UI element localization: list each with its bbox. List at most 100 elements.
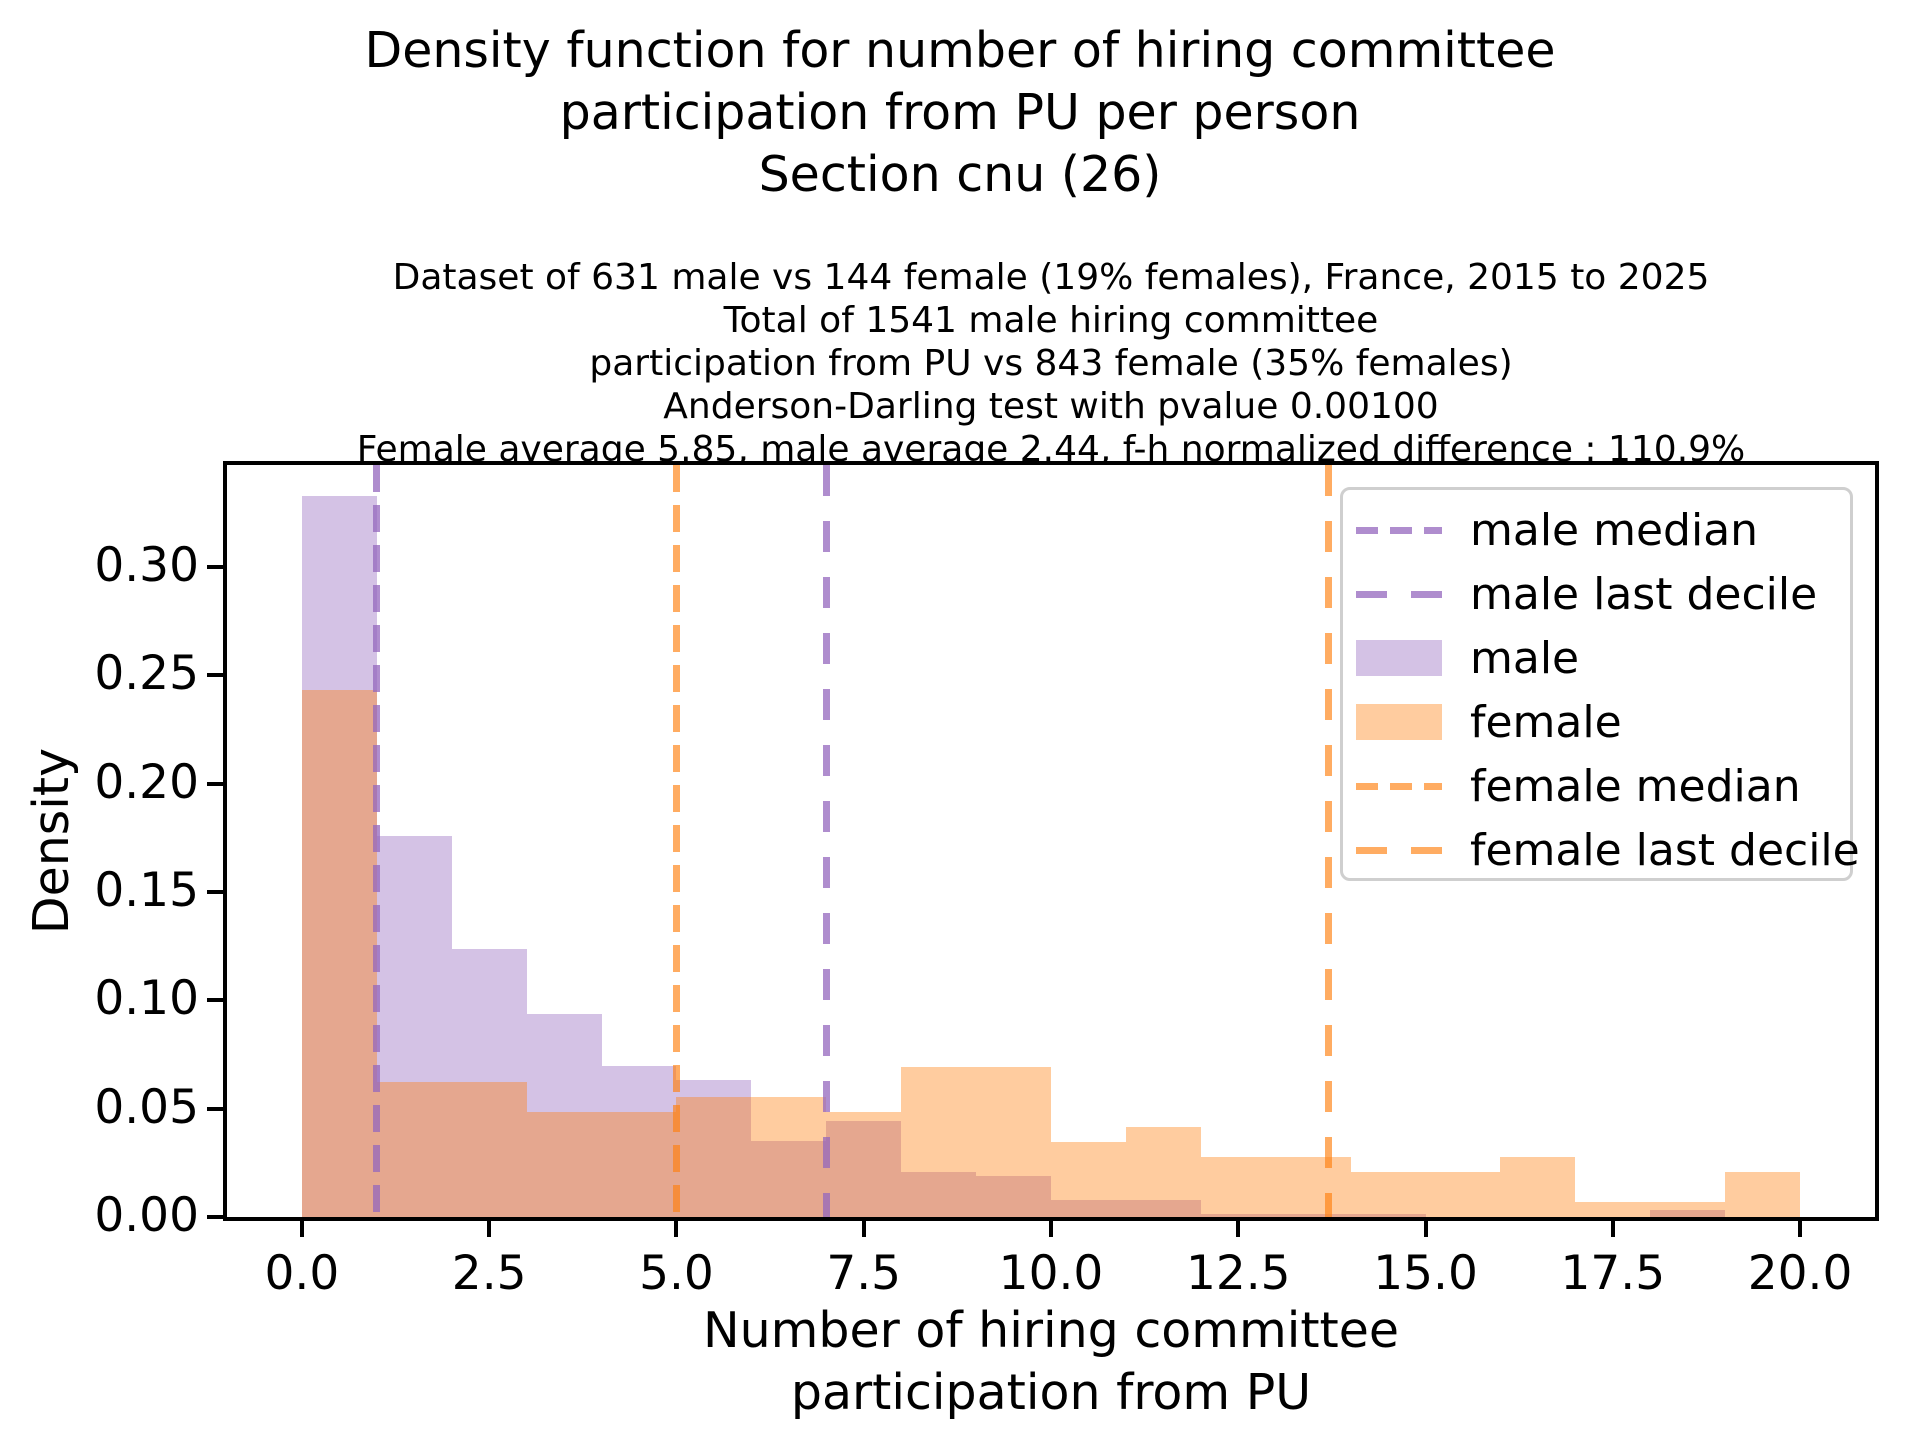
- female-histogram-layer: [227, 465, 1875, 1217]
- legend-swatch-dash-decile: [1356, 590, 1442, 598]
- female-bar-bin-5: [676, 1096, 752, 1217]
- y-tick-label-0.00: 0.00: [94, 1188, 199, 1243]
- x-tick-label-15.0: 15.0: [1373, 1246, 1478, 1301]
- y-tick-0.15: [207, 889, 223, 894]
- female-bar-bin-7: [826, 1111, 902, 1217]
- legend-label: female: [1470, 696, 1622, 748]
- y-tick-label-0.30: 0.30: [94, 537, 199, 593]
- x-tick-label-5.0: 5.0: [639, 1246, 714, 1301]
- female-bar-bin-11: [1125, 1126, 1201, 1217]
- male-bar-bin-7: [826, 1120, 902, 1217]
- legend-item-female-median: female median: [1343, 754, 1850, 818]
- x-tick-2.5: [487, 1221, 492, 1237]
- legend-label: female last decile: [1470, 824, 1860, 876]
- female-bar-bin-6: [751, 1096, 827, 1217]
- female-last-decile-line: [1324, 465, 1332, 1217]
- x-tick-label-12.5: 12.5: [1185, 1246, 1291, 1301]
- x-tick-5.0: [674, 1221, 679, 1237]
- legend-swatch-patch: [1356, 640, 1442, 676]
- y-tick-0.10: [207, 998, 223, 1003]
- y-tick-label-0.15: 0.15: [94, 862, 199, 918]
- y-axis-label: Density: [23, 747, 80, 935]
- x-tick-20.0: [1798, 1221, 1803, 1237]
- x-tick-label-10.0: 10.0: [998, 1246, 1104, 1301]
- stat-lines-layer: [227, 465, 1875, 1217]
- male-bar-bin-14: [1350, 1213, 1426, 1217]
- legend-label: male median: [1470, 504, 1759, 556]
- female-bar-bin-4: [601, 1111, 677, 1217]
- subtitle-line-1: Dataset of 631 male vs 144 female (19% f…: [392, 257, 1710, 298]
- female-bar-bin-1: [376, 1081, 452, 1217]
- legend-label: female median: [1470, 760, 1801, 812]
- legend-swatch-dash-median: [1356, 782, 1442, 790]
- male-bar-bin-3: [526, 1014, 602, 1217]
- male-bar-bin-5: [676, 1079, 752, 1217]
- legend-swatch-dash-median: [1356, 526, 1442, 534]
- x-tick-10.0: [1049, 1221, 1053, 1237]
- male-bar-bin-12: [1200, 1213, 1276, 1217]
- y-tick-0.25: [207, 673, 223, 678]
- female-bar-bin-10: [1051, 1141, 1126, 1217]
- y-tick-0.30: [207, 564, 223, 569]
- plot-inner: [227, 465, 1875, 1217]
- subtitle-line-4: Anderson-Darling test with pvalue 0.0010…: [663, 386, 1439, 427]
- y-tick-0.20: [207, 781, 223, 786]
- female-bar-bin-15: [1425, 1171, 1501, 1217]
- female-bar-bin-18: [1650, 1202, 1726, 1217]
- male-bar-bin-10: [1051, 1199, 1126, 1217]
- x-tick-15.0: [1423, 1221, 1428, 1237]
- x-tick-label-17.5: 17.5: [1560, 1246, 1666, 1301]
- title-line-1: Density function for number of hiring co…: [364, 22, 1556, 79]
- male-bar-bin-8: [901, 1172, 977, 1217]
- female-bar-bin-2: [451, 1081, 527, 1217]
- male-bar-bin-18: [1650, 1210, 1726, 1217]
- male-bar-bin-0: [301, 495, 377, 1217]
- y-tick-label-0.20: 0.20: [94, 754, 199, 810]
- male-bar-bin-9: [976, 1175, 1051, 1217]
- title-line-3: Section cnu (26): [758, 146, 1162, 203]
- y-tick-label-0.05: 0.05: [94, 1079, 199, 1135]
- male-bar-bin-2: [451, 949, 527, 1217]
- legend-item-male-median: male median: [1343, 498, 1850, 562]
- x-tick-label-0.0: 0.0: [264, 1246, 340, 1301]
- legend-item-male: male: [1343, 626, 1850, 690]
- female-bar-bin-19: [1725, 1171, 1801, 1217]
- x-tick-label-2.5: 2.5: [451, 1246, 527, 1301]
- figure-subtitle: Dataset of 631 male vs 144 female (19% f…: [227, 256, 1875, 471]
- legend-item-female: female: [1343, 690, 1850, 754]
- subtitle-line-3: participation from PU vs 843 female (35%…: [589, 343, 1513, 384]
- y-tick-0.00: [207, 1215, 223, 1219]
- female-bar-bin-16: [1500, 1156, 1576, 1217]
- x-tick-0.0: [299, 1221, 304, 1237]
- male-bar-bin-4: [601, 1065, 677, 1217]
- figure-title: Density function for number of hiring co…: [0, 20, 1920, 206]
- female-median-line: [672, 465, 680, 1217]
- legend-swatch-patch: [1356, 704, 1442, 740]
- legend: male median male last decile male female fem…: [1340, 487, 1860, 882]
- legend-label: male: [1470, 632, 1580, 684]
- title-line-2: participation from PU per person: [559, 84, 1361, 141]
- male-median-line: [373, 465, 381, 1217]
- male-bar-bin-11: [1125, 1199, 1201, 1217]
- female-bar-bin-13: [1275, 1156, 1351, 1217]
- x-tick-label-7.5: 7.5: [826, 1246, 902, 1301]
- female-bar-bin-0: [301, 690, 377, 1217]
- female-bar-bin-17: [1575, 1202, 1651, 1217]
- legend-item-male-last-decile: male last decile: [1343, 562, 1850, 626]
- male-bar-bin-6: [751, 1141, 827, 1217]
- female-bar-bin-12: [1200, 1156, 1276, 1217]
- x-axis-label-line-2: participation from PU: [790, 1364, 1312, 1421]
- x-axis-label: Number of hiring committee participation…: [227, 1300, 1875, 1424]
- x-tick-7.5: [861, 1221, 866, 1237]
- y-tick-label-0.10: 0.10: [94, 971, 199, 1027]
- male-last-decile-line: [822, 465, 830, 1217]
- legend-item-female-last-decile: female last decile: [1343, 818, 1860, 882]
- y-tick-label-0.25: 0.25: [94, 646, 199, 702]
- male-histogram-layer: [227, 465, 1875, 1217]
- x-axis-label-line-1: Number of hiring committee: [702, 1302, 1400, 1359]
- male-bar-bin-13: [1275, 1213, 1351, 1217]
- female-bar-bin-14: [1350, 1171, 1426, 1217]
- female-bar-bin-8: [901, 1066, 977, 1217]
- female-bar-bin-3: [526, 1111, 602, 1217]
